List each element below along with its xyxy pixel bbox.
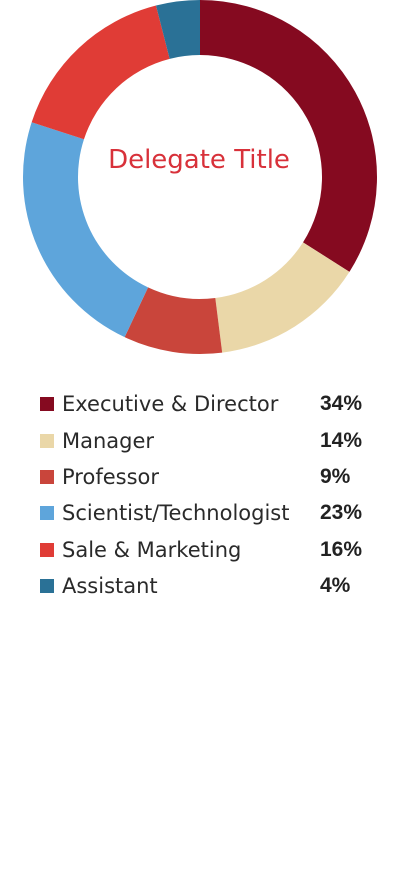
donut-slice: [155, 0, 200, 59]
donut-slices: [23, 0, 377, 354]
legend-item: Professor 9%: [40, 459, 380, 495]
donut-slice: [124, 287, 223, 354]
legend-value: 23%: [320, 501, 363, 525]
legend-swatch: [40, 469, 54, 484]
legend-label: Scientist/Technologist: [62, 501, 290, 526]
legend-value: 9%: [320, 464, 351, 488]
legend-item: Manager 14%: [40, 422, 380, 458]
legend-label: Executive & Director: [62, 392, 279, 417]
legend-value: 4%: [320, 574, 351, 598]
legend-value: 14%: [320, 428, 363, 452]
legend-label: Sale & Marketing: [62, 537, 242, 562]
chart-title: Delegate Title: [108, 145, 290, 175]
legend-swatch: [40, 542, 54, 557]
donut-chart: Delegate Title: [23, 0, 377, 354]
legend-item: Assistant 4%: [40, 568, 380, 604]
legend-item: Executive & Director 34%: [40, 386, 380, 422]
legend-swatch: [40, 397, 54, 412]
legend-label: Professor: [62, 464, 159, 489]
legend-swatch: [40, 433, 54, 448]
legend-item: Scientist/Technologist 23%: [40, 495, 380, 531]
legend-value: 34%: [320, 392, 363, 416]
legend-label: Manager: [62, 428, 155, 453]
donut-slice: [200, 0, 377, 272]
donut-slice: [23, 122, 149, 338]
donut-slice: [215, 242, 350, 353]
legend-label: Assistant: [62, 574, 158, 599]
chart-legend: Executive & Director 34% Manager 14% Profess…: [40, 386, 380, 604]
legend-item: Sale & Marketing 16%: [40, 532, 380, 568]
legend-value: 16%: [320, 537, 363, 561]
donut-slice: [31, 5, 170, 140]
legend-swatch: [40, 506, 54, 521]
legend-swatch: [40, 579, 54, 594]
